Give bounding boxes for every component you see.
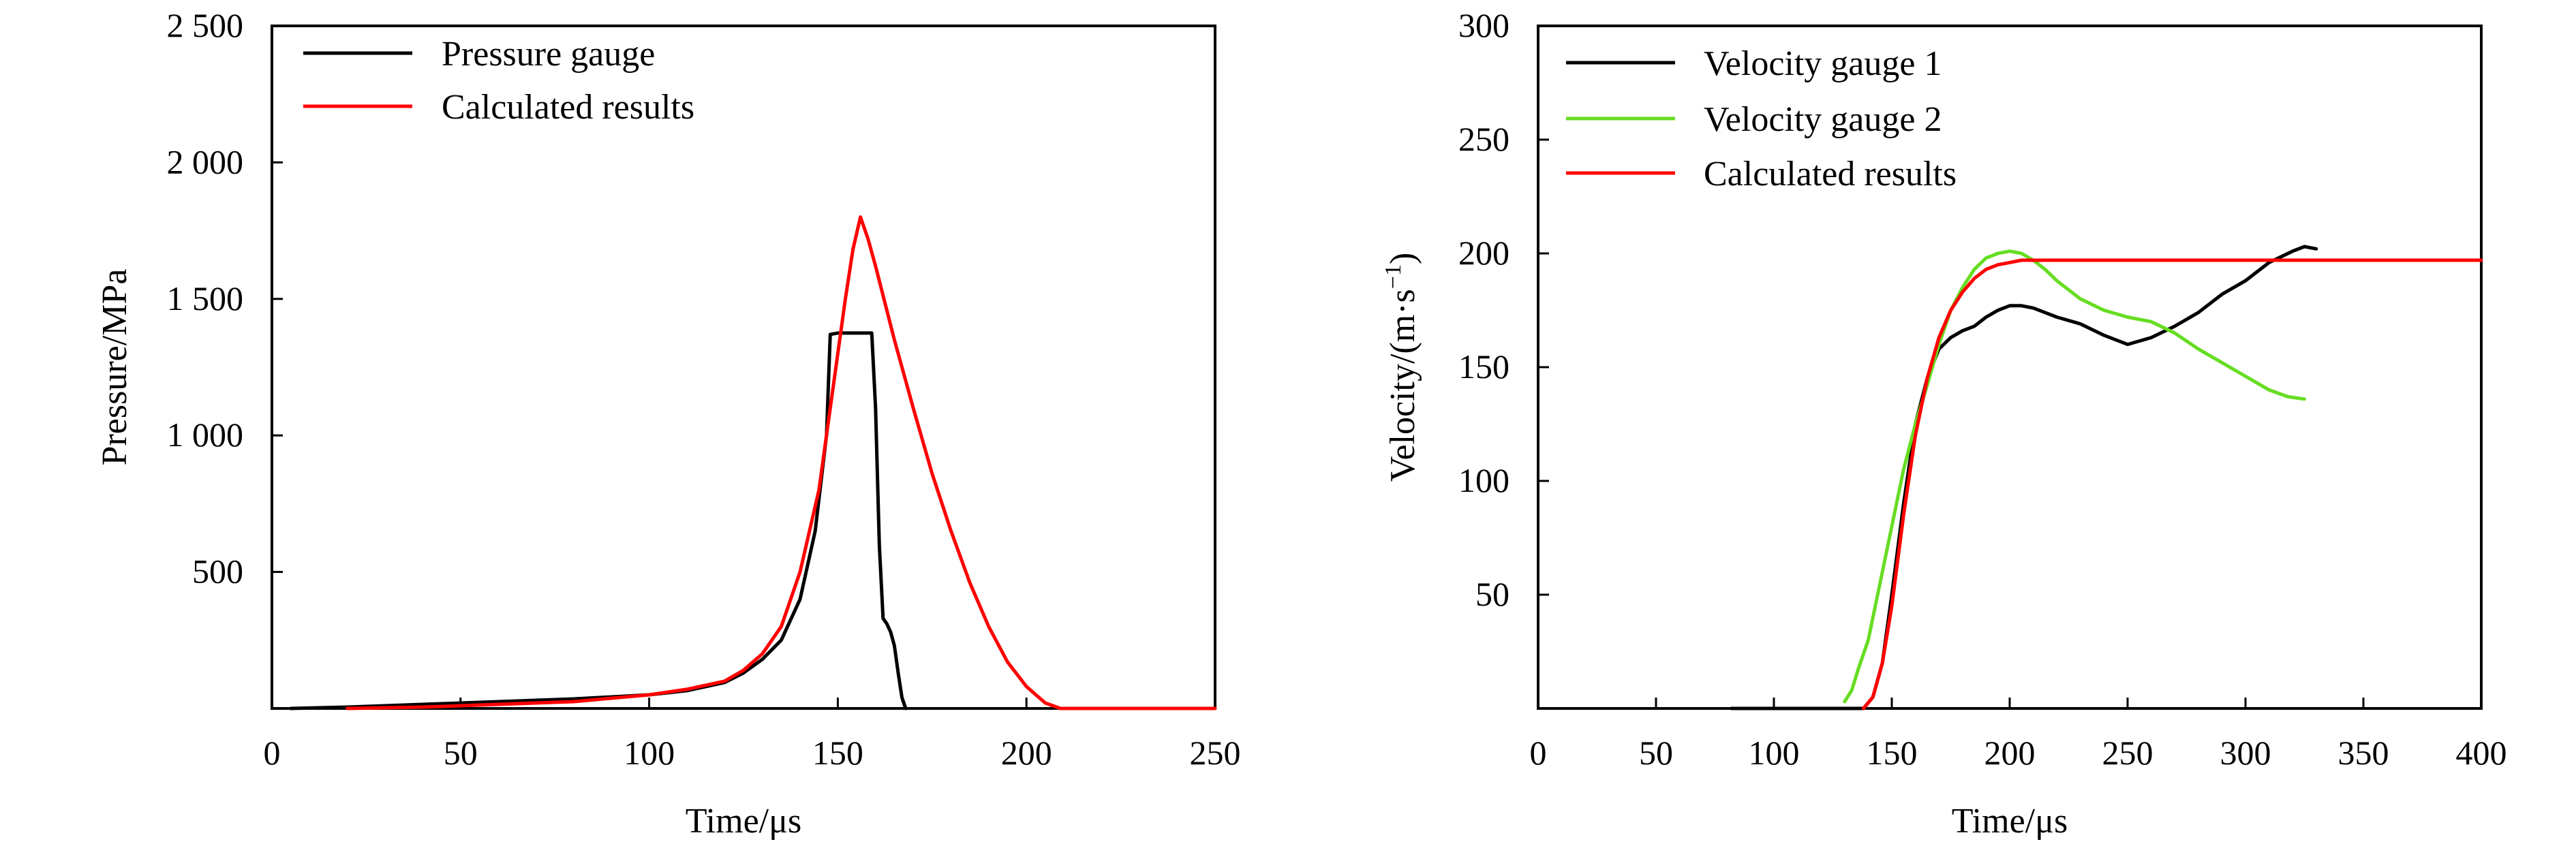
pressure-series-group (289, 215, 1217, 710)
pressure-x-ticks: 0 50 100 150 200 250 (264, 698, 1241, 772)
velocity-x-tick-label-0: 0 (1530, 734, 1547, 772)
pressure-y-tick-label-2000: 2 000 (167, 142, 244, 181)
pressure-y-tick-label-1500: 1 500 (167, 279, 244, 317)
pressure-y-tick-label-1000: 1 000 (167, 416, 244, 454)
pressure-x-tick-label-0: 0 (264, 734, 281, 772)
pressure-plot-frame (271, 25, 1216, 710)
velocity-x-tick-label-150: 150 (1867, 734, 1918, 772)
pressure-series-line-calculated-results (346, 215, 1217, 710)
velocity-x-axis-title: Time/μs (1952, 802, 2068, 841)
pressure-legend: Pressure gauge Calculated results (303, 35, 694, 127)
legend-label-pressure-gauge: Pressure gauge (442, 35, 655, 74)
velocity-x-tick-label-100: 100 (1749, 734, 1800, 772)
velocity-plot-frame (1537, 25, 2483, 710)
velocity-y-axis-title-sup: −1 (1381, 264, 1406, 289)
velocity-x-ticks: 0 50 100 150 200 250 300 350 400 (1530, 698, 2507, 772)
velocity-x-tick-label-350: 350 (2338, 734, 2389, 772)
velocity-x-tick-label-250: 250 (2102, 734, 2153, 772)
legend-label-velocity-gauge-2: Velocity gauge 2 (1704, 100, 1942, 139)
pressure-x-tick-label-150: 150 (812, 734, 863, 772)
velocity-x-tick-label-50: 50 (1639, 734, 1673, 772)
velocity-series-line-velocity-gauge-2 (1843, 249, 2306, 704)
pressure-y-tick-label-500: 500 (192, 552, 243, 591)
velocity-y-axis-title: Velocity/(m·s−1) (1381, 253, 1422, 482)
pressure-x-tick-label-250: 250 (1190, 734, 1241, 772)
pressure-x-tick-label-100: 100 (624, 734, 675, 772)
pressure-y-axis-title: Pressure/MPa (95, 269, 134, 466)
velocity-y-tick-label-300: 300 (1458, 6, 1509, 44)
pressure-x-tick-label-200: 200 (1001, 734, 1052, 772)
velocity-y-tick-label-200: 200 (1458, 234, 1509, 272)
velocity-legend: Velocity gauge 1 Velocity gauge 2 Calcul… (1566, 44, 1957, 193)
pressure-y-tick-label-2500: 2 500 (167, 6, 244, 44)
velocity-series-line-velocity-gauge-1 (1730, 245, 2318, 710)
legend-label-velocity-gauge-1: Velocity gauge 1 (1704, 44, 1942, 83)
pressure-y-ticks: 500 1 000 1 500 2 000 2 500 (167, 6, 283, 591)
velocity-y-axis-title-main: Velocity/(m·s (1383, 289, 1422, 482)
velocity-y-ticks: 50 100 150 200 250 300 (1458, 6, 1549, 613)
velocity-x-tick-label-300: 300 (2220, 734, 2271, 772)
pressure-x-tick-label-50: 50 (444, 734, 478, 772)
velocity-series-line-calculated-results (1862, 258, 2483, 710)
velocity-y-tick-label-50: 50 (1475, 575, 1509, 613)
velocity-series-group (1730, 245, 2483, 710)
velocity-y-tick-label-100: 100 (1458, 461, 1509, 499)
velocity-x-tick-label-200: 200 (1984, 734, 2036, 772)
velocity-y-tick-label-150: 150 (1458, 347, 1509, 386)
velocity-y-tick-label-250: 250 (1458, 120, 1509, 158)
legend-label-velocity-calculated-results: Calculated results (1704, 155, 1957, 193)
velocity-chart: 0 50 100 150 200 250 300 350 400 50 100 150 200 250 3… (1381, 6, 2507, 841)
pressure-x-axis-title: Time/μs (686, 802, 801, 841)
legend-label-calculated-results: Calculated results (442, 88, 694, 127)
velocity-y-axis-title-end: ) (1383, 253, 1422, 264)
velocity-x-tick-label-400: 400 (2456, 734, 2507, 772)
